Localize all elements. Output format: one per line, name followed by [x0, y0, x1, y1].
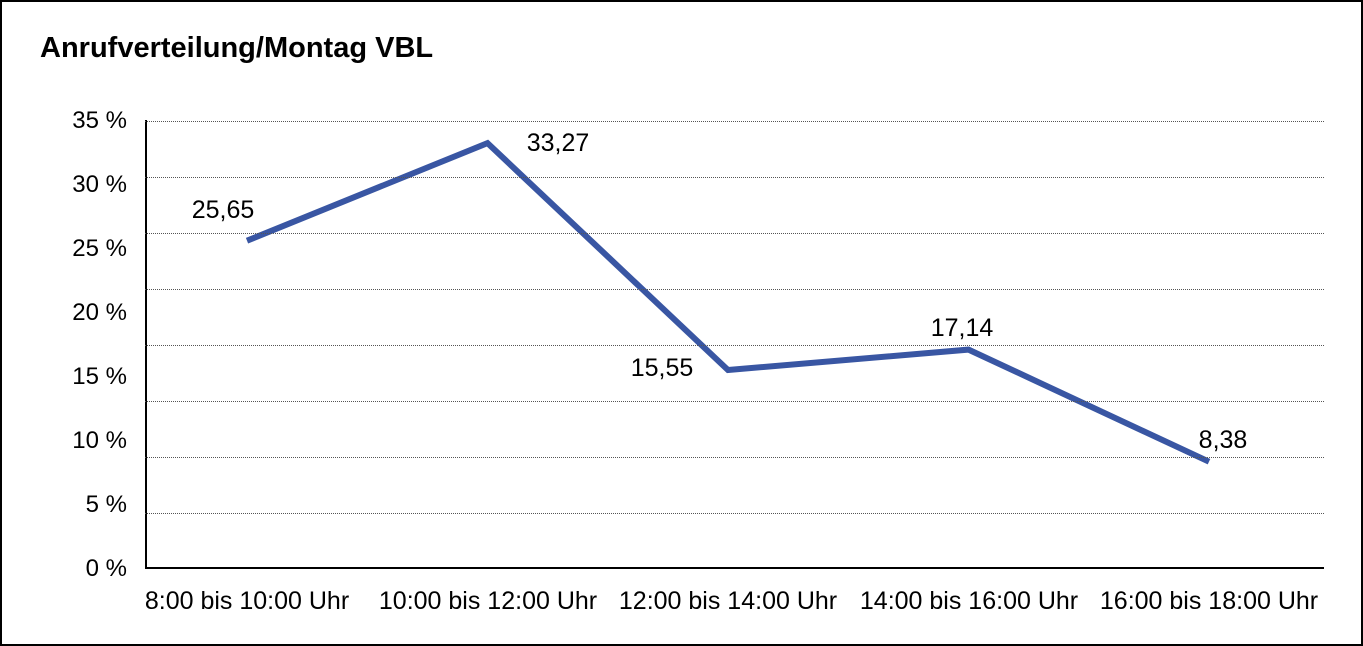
- data-point-value-label: 33,27: [526, 129, 590, 157]
- gridline: [145, 457, 1324, 458]
- gridline: [145, 233, 1324, 234]
- gridline: [145, 513, 1324, 514]
- gridline: [145, 121, 1324, 122]
- data-point-value-label: 17,14: [930, 314, 994, 342]
- y-axis-tick-label: 5 %: [85, 491, 127, 518]
- plot-area: [145, 120, 1324, 569]
- x-axis-category-label: 16:00 bis 18:00 Uhr: [1099, 587, 1319, 615]
- x-axis-line: [145, 567, 1324, 569]
- gridline: [145, 401, 1324, 402]
- y-axis-tick-label: 20 %: [72, 299, 127, 326]
- line-series-svg: [245, 139, 1211, 465]
- x-axis-category-label: 8:00 bis 10:00 Uhr: [144, 587, 350, 615]
- data-point-value-label: 15,55: [630, 354, 694, 382]
- x-axis-category-label: 10:00 bis 12:00 Uhr: [378, 587, 598, 615]
- y-axis-line: [145, 120, 147, 569]
- x-axis-category-label: 12:00 bis 14:00 Uhr: [618, 587, 838, 615]
- y-axis-tick-label: 30 %: [72, 171, 127, 198]
- data-point-value-label: 25,65: [191, 196, 255, 224]
- data-line: [245, 139, 1211, 465]
- gridline: [145, 177, 1324, 178]
- chart-title: Anrufverteilung/Montag VBL: [40, 32, 434, 64]
- y-axis-tick-label: 35 %: [72, 107, 127, 134]
- y-axis-tick-label: 0 %: [85, 555, 127, 582]
- data-point-value-label: 8,38: [1198, 426, 1248, 454]
- x-axis-category-label: 14:00 bis 16:00 Uhr: [859, 587, 1079, 615]
- gridline: [145, 289, 1324, 290]
- y-axis-tick-label: 10 %: [72, 427, 127, 454]
- y-axis-tick-label: 15 %: [72, 363, 127, 390]
- gridline: [145, 345, 1324, 346]
- y-axis-tick-label: 25 %: [72, 235, 127, 262]
